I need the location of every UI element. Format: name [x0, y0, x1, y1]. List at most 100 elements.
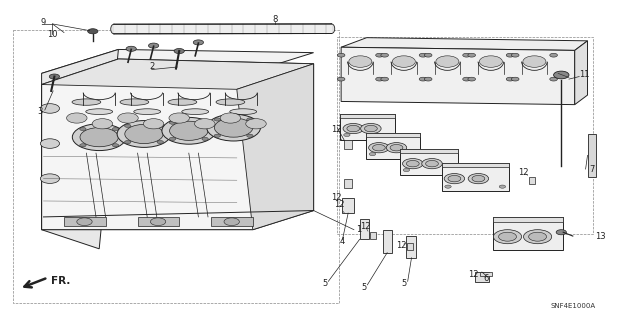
Circle shape: [499, 232, 516, 241]
Text: 2: 2: [149, 63, 154, 71]
Circle shape: [118, 113, 138, 123]
Circle shape: [381, 53, 388, 57]
Circle shape: [126, 46, 136, 51]
Text: 5: 5: [361, 283, 366, 292]
Text: 1: 1: [356, 225, 361, 234]
Circle shape: [419, 77, 427, 81]
Circle shape: [92, 119, 113, 129]
Ellipse shape: [168, 99, 197, 105]
Circle shape: [365, 125, 378, 132]
Circle shape: [220, 113, 241, 123]
Ellipse shape: [328, 24, 335, 33]
Circle shape: [468, 53, 476, 57]
Text: 4: 4: [340, 237, 345, 246]
Circle shape: [193, 40, 204, 45]
Bar: [383, 230, 392, 253]
Circle shape: [117, 121, 171, 147]
Circle shape: [424, 77, 432, 81]
Bar: [366, 133, 420, 137]
Circle shape: [170, 121, 208, 140]
Circle shape: [77, 218, 92, 226]
Circle shape: [246, 119, 266, 129]
Bar: [342, 198, 354, 213]
Polygon shape: [237, 64, 314, 230]
Bar: [340, 114, 395, 140]
Circle shape: [550, 53, 557, 57]
Circle shape: [511, 53, 519, 57]
Circle shape: [422, 159, 442, 169]
Circle shape: [343, 123, 364, 134]
Circle shape: [524, 230, 552, 244]
Text: 5: 5: [402, 279, 407, 288]
Circle shape: [150, 218, 166, 226]
Ellipse shape: [120, 99, 149, 105]
Circle shape: [40, 104, 60, 113]
Circle shape: [202, 121, 208, 124]
Bar: [442, 163, 509, 167]
Bar: [64, 217, 106, 226]
Bar: [138, 217, 179, 226]
Text: 6: 6: [484, 274, 489, 283]
Bar: [529, 177, 535, 184]
Bar: [340, 114, 395, 118]
Ellipse shape: [134, 109, 161, 115]
Bar: [407, 243, 413, 250]
Circle shape: [556, 230, 566, 235]
Bar: [360, 219, 369, 239]
Text: 7: 7: [589, 165, 595, 174]
Circle shape: [463, 77, 470, 81]
Circle shape: [390, 145, 403, 151]
Circle shape: [499, 185, 506, 188]
Text: 11: 11: [579, 70, 589, 79]
Circle shape: [472, 175, 485, 182]
Circle shape: [493, 230, 522, 244]
Text: 10: 10: [47, 30, 58, 39]
Ellipse shape: [230, 109, 257, 115]
Circle shape: [376, 77, 383, 81]
Polygon shape: [575, 41, 588, 105]
Text: 13: 13: [595, 232, 606, 241]
Text: 12: 12: [360, 222, 371, 231]
Bar: [400, 149, 458, 175]
Circle shape: [426, 160, 438, 167]
Bar: [344, 140, 352, 149]
Bar: [588, 134, 596, 177]
Ellipse shape: [182, 109, 209, 115]
Circle shape: [88, 29, 98, 34]
Circle shape: [506, 77, 514, 81]
Circle shape: [406, 160, 419, 167]
Circle shape: [157, 124, 163, 128]
Circle shape: [506, 53, 514, 57]
Circle shape: [49, 74, 60, 79]
Polygon shape: [341, 38, 588, 50]
Circle shape: [148, 43, 159, 48]
Polygon shape: [42, 49, 118, 249]
Circle shape: [376, 53, 383, 57]
Circle shape: [125, 124, 163, 144]
Circle shape: [202, 137, 208, 140]
Circle shape: [143, 119, 164, 129]
Ellipse shape: [111, 24, 117, 34]
Circle shape: [67, 113, 87, 123]
Circle shape: [344, 133, 350, 137]
Ellipse shape: [72, 99, 101, 105]
Text: SNF4E1000A: SNF4E1000A: [550, 303, 595, 309]
Text: 3: 3: [37, 107, 42, 115]
Circle shape: [174, 48, 184, 54]
Circle shape: [246, 118, 253, 121]
Bar: [475, 272, 489, 282]
Circle shape: [386, 143, 407, 153]
Circle shape: [403, 159, 423, 169]
Circle shape: [169, 113, 189, 123]
Circle shape: [529, 232, 547, 241]
Circle shape: [448, 168, 454, 172]
Polygon shape: [341, 47, 575, 105]
Text: 12: 12: [334, 200, 344, 213]
Circle shape: [80, 128, 118, 147]
Circle shape: [444, 174, 465, 184]
Circle shape: [72, 124, 126, 151]
Bar: [337, 37, 593, 234]
Circle shape: [246, 134, 253, 137]
Text: 12: 12: [331, 193, 341, 202]
Circle shape: [40, 139, 60, 148]
